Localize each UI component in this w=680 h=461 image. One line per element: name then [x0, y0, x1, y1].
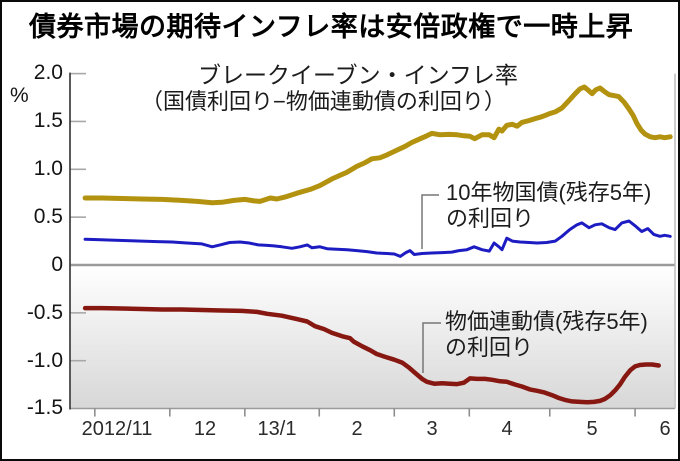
- x-tick-label: 4: [501, 418, 513, 440]
- y-axis-unit-label: %: [10, 84, 29, 107]
- y-tick-label: 1.5: [33, 109, 63, 132]
- breakeven-series-label-line1: ブレークイーブン・インフレ率: [198, 62, 518, 88]
- jgb-label-callout: [421, 194, 439, 249]
- x-tick-label: 13/1: [257, 418, 297, 440]
- linker-series-label: 物価連動債(残存5年) の利回り: [445, 309, 648, 361]
- y-tick-label: -1.5: [26, 396, 63, 419]
- y-tick-label: 2.0: [33, 61, 63, 84]
- y-tick-label: 0.5: [33, 205, 63, 228]
- linker-label-callout: [422, 322, 441, 373]
- linker-series-label-line2: の利回り: [445, 335, 534, 360]
- x-tick-label: 2012/11: [81, 418, 153, 440]
- linker-series-label-line1: 物価連動債(残存5年): [445, 309, 648, 334]
- jgb-series-label: 10年物国債(残存5年) の利回り: [446, 180, 651, 232]
- jgb-yield-line: [83, 219, 672, 258]
- y-tick-label: 0: [51, 253, 63, 276]
- negative-area-shading: [71, 266, 674, 409]
- jgb-series-label-line1: 10年物国債(残存5年): [446, 180, 652, 205]
- y-tick-label: -1.0: [26, 349, 63, 372]
- x-tick-label: 3: [426, 418, 438, 440]
- jgb-series-label-line2: の利回り: [446, 206, 535, 231]
- breakeven-series-label-line2: （国債利回り−物価連動債の利回り）: [141, 89, 506, 114]
- x-tick-label: 6: [659, 418, 671, 440]
- x-tick-label: 2: [351, 418, 363, 440]
- x-tick-label: 12: [193, 418, 217, 440]
- y-tick-label: -0.5: [26, 301, 63, 324]
- x-tick-label: 5: [586, 418, 598, 440]
- linker-yield-line: [82, 305, 661, 405]
- breakeven-line: [82, 84, 673, 206]
- chart-title: 債券市場の期待インフレ率は安倍政権で一時上昇: [29, 12, 634, 42]
- y-tick-label: 1.0: [33, 157, 63, 180]
